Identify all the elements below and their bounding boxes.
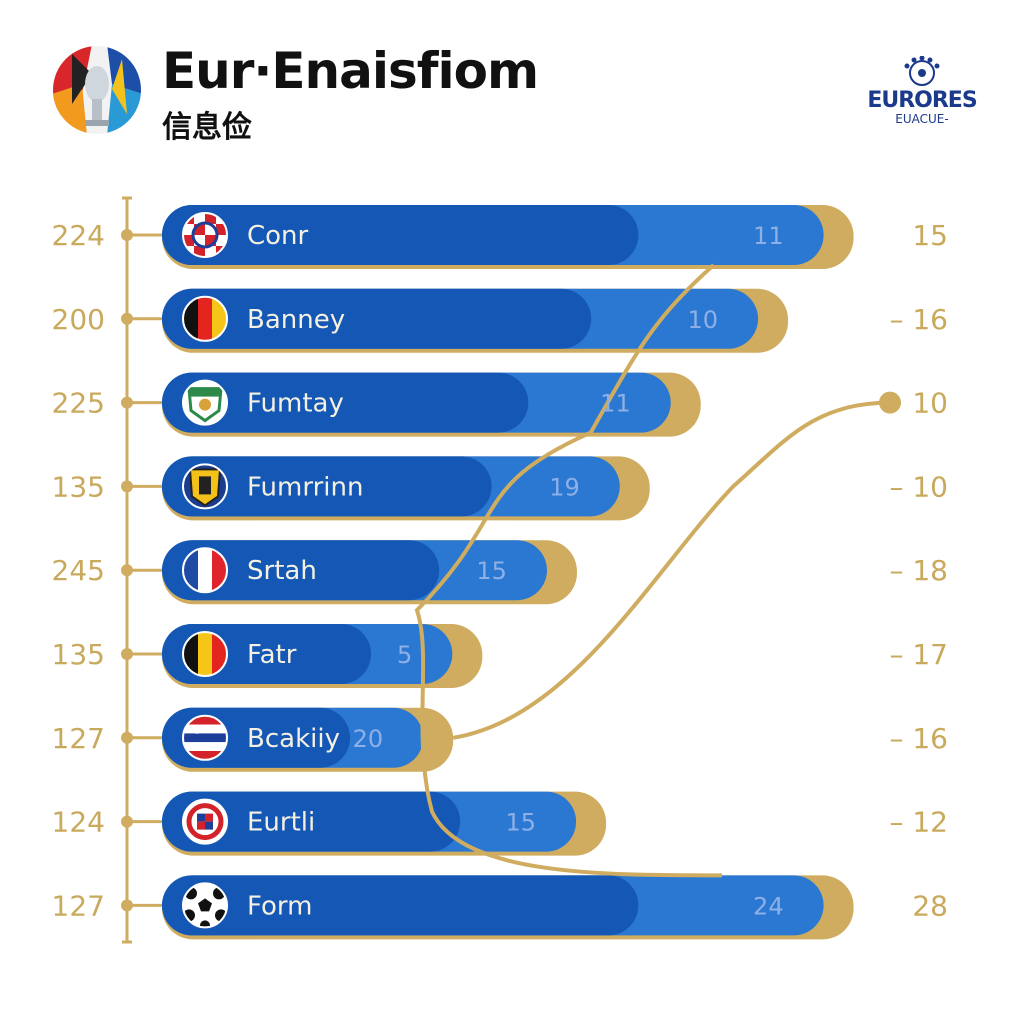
- bar-category-label: Conr: [247, 221, 309, 251]
- football-icon: [182, 882, 228, 929]
- trend-endpoint-dot: [879, 391, 901, 414]
- bar-category-label: Fumrrinn: [247, 472, 363, 502]
- bar-value-label: 5: [397, 641, 412, 669]
- left-value-label: 127: [52, 889, 105, 922]
- right-value-label: – 12: [889, 806, 948, 839]
- bar-shade: [162, 205, 639, 265]
- right-value-label: 15: [912, 219, 948, 252]
- right-value-label: – 18: [889, 554, 948, 587]
- belgium-flag-icon: [182, 631, 228, 677]
- stars-ball-icon: [904, 56, 940, 86]
- brand-name: EURORES: [867, 88, 977, 113]
- right-value-label: 10: [912, 387, 948, 420]
- left-value-label: 127: [52, 722, 105, 755]
- bar-value-label: 10: [688, 306, 719, 334]
- bar-shade: [162, 288, 592, 349]
- bar-value-label: 11: [600, 390, 631, 418]
- brand-logo: EURORES EUACUE-: [862, 56, 982, 126]
- bar-category-label: Form: [247, 891, 313, 921]
- checkered-crest-icon: [182, 798, 228, 845]
- right-value-label: – 17: [889, 638, 948, 671]
- left-value-label: 245: [52, 554, 105, 587]
- bar-value-label: 11: [753, 222, 784, 250]
- right-value-label: – 10: [889, 470, 948, 503]
- left-value-label: 135: [52, 470, 105, 503]
- bar-shade: [162, 372, 529, 433]
- bar-category-label: Banney: [247, 305, 345, 335]
- right-value-label: 28: [912, 889, 948, 922]
- right-value-label: – 16: [889, 722, 948, 755]
- page-title: Eur·Enaisfiom: [162, 42, 539, 100]
- trend-connector-line: [452, 400, 891, 740]
- bar-shade: [162, 540, 440, 601]
- left-value-label: 224: [52, 219, 105, 252]
- left-value-label: 225: [52, 387, 105, 420]
- bar-value-label: 15: [476, 557, 507, 585]
- left-value-label: 135: [52, 638, 105, 671]
- left-value-label: 124: [52, 806, 105, 839]
- bar-value-label: 24: [753, 892, 784, 920]
- left-value-label: 200: [52, 303, 105, 336]
- trend-connector-line: [414, 263, 723, 878]
- yellow-crest-icon: [182, 463, 228, 510]
- bar-category-label: Fumtay: [247, 389, 344, 419]
- bar-category-label: Fatr: [247, 640, 297, 670]
- bar-category-label: Eurtli: [247, 808, 315, 838]
- page-subtitle: 信息俭: [162, 110, 252, 145]
- bar-category-label: Srtah: [247, 556, 317, 586]
- crest-icon: [182, 379, 228, 426]
- striped-flag-icon: [182, 714, 228, 761]
- right-value-label: – 16: [889, 303, 948, 336]
- france-flag-icon: [182, 547, 228, 594]
- bar-value-label: 15: [506, 809, 537, 837]
- croatia-crest-icon: [182, 212, 228, 258]
- bar-shade: [162, 456, 492, 517]
- brand-subtitle: EUACUE-: [895, 112, 949, 126]
- bar-shade: [162, 875, 639, 936]
- tournament-logo-icon: [53, 46, 141, 134]
- germany-flag-icon: [182, 295, 228, 342]
- bar-category-label: Bcakiiy: [247, 724, 340, 754]
- bar-value-label: 19: [549, 473, 580, 501]
- bar-value-label: 20: [353, 725, 384, 753]
- bar-shade: [162, 791, 461, 852]
